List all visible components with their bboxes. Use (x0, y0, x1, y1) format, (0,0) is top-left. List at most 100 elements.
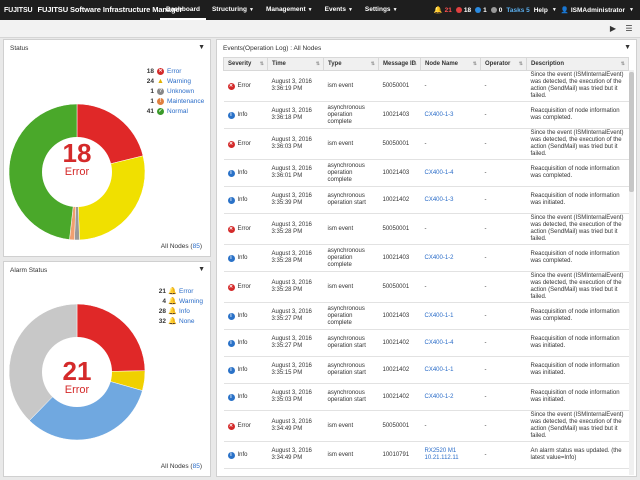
info-icon: i (227, 169, 235, 177)
description-cell: Reacquisition of node information was in… (526, 383, 629, 411)
status-title: Status (10, 45, 29, 52)
table-row[interactable]: i Info August 3, 2016 3:36:18 PM asynchrono… (223, 101, 629, 129)
node-name-cell[interactable]: CX400-1-3 (420, 101, 481, 129)
info-icon: i (227, 366, 235, 374)
node-name-cell[interactable]: CX400-1-4 (420, 159, 481, 187)
severity-cell: i Info (223, 302, 268, 330)
column-header[interactable]: Time ⇅ (267, 57, 324, 71)
info-alarm-count[interactable]: 1 (475, 7, 487, 14)
table-row[interactable]: i Info August 3, 2016 3:35:39 PM asynchrono… (223, 186, 629, 214)
time-cell: August 3, 2016 3:34:49 PM (267, 441, 324, 469)
alarm-all-nodes: All Nodes (85) (160, 463, 202, 470)
all-nodes-link[interactable]: 85 (192, 243, 200, 250)
node-name-cell[interactable]: CX400-1-2 (420, 244, 481, 272)
help-menu[interactable]: Help ▼ (533, 6, 557, 14)
sort-icon: ⇅ (315, 61, 320, 67)
legend-maintenance: 1 ! Maintenance (150, 97, 205, 105)
nav-structuring[interactable]: Structuring ▼ (211, 6, 254, 13)
filter-icon[interactable]: ▼ (198, 266, 205, 273)
type-cell: asynchronous operation complete (323, 244, 379, 272)
error-alarm-count[interactable]: 🔔 21 (433, 6, 452, 15)
column-header[interactable]: Description ⇅ (526, 57, 629, 71)
dashboard-toolbar: ▶ ☰ (0, 20, 640, 38)
column-header[interactable]: Type ⇅ (323, 57, 379, 71)
filter-icon[interactable]: ▼ (624, 44, 631, 51)
type-cell: ism event (323, 271, 379, 303)
filter-icon[interactable]: ▼ (198, 44, 205, 51)
node-name-cell[interactable]: CX400-1-1 (420, 356, 481, 384)
node-name-cell: - (420, 213, 481, 245)
description-cell: Reacquisition of node information was in… (526, 329, 629, 357)
column-header[interactable]: Operator ⇅ (480, 57, 527, 71)
warning-icon: ▲ (157, 77, 164, 85)
column-header[interactable]: Severity ⇅ (223, 57, 268, 71)
table-row[interactable]: i Info August 3, 2016 3:35:28 PM asynchrono… (223, 244, 629, 272)
description-cell: Since the event (ISMInternalEvent) was d… (526, 271, 629, 303)
table-row[interactable]: ✕ Error August 3, 2016 3:36:19 PM ism event… (223, 70, 629, 102)
table-row[interactable]: i Info August 3, 2016 3:34:49 PM ism event 1… (223, 441, 629, 469)
type-cell: asynchronous operation complete (323, 101, 379, 129)
events-panel: Events(Operation Log) : All Nodes ▼ Seve… (216, 39, 637, 477)
type-cell: asynchronous operation start (323, 383, 379, 411)
sort-icon: ⇅ (259, 61, 264, 67)
time-cell: August 3, 2016 3:36:18 PM (267, 101, 324, 129)
scroll-thumb[interactable] (629, 72, 634, 192)
table-row[interactable]: ✕ Error August 3, 2016 3:35:28 PM ism event… (223, 213, 629, 245)
node-name-cell[interactable]: CX400-1-4 (420, 329, 481, 357)
chevron-down-icon: ▼ (392, 7, 398, 13)
warning-alarm-count[interactable]: 18 (455, 7, 471, 14)
table-row[interactable]: i Info August 3, 2016 3:35:27 PM asynchrono… (223, 329, 629, 357)
table-row[interactable]: i Info August 3, 2016 3:35:27 PM asynchrono… (223, 302, 629, 330)
time-cell: August 3, 2016 3:35:28 PM (267, 271, 324, 303)
description-cell: Since the event (ISMInternalEvent) was d… (526, 213, 629, 245)
events-scrollbar[interactable] (629, 70, 634, 475)
all-nodes-link[interactable]: 85 (192, 463, 200, 470)
table-row[interactable]: ✕ Error August 3, 2016 3:34:49 PM ism event… (223, 410, 629, 442)
column-header[interactable]: Message ID ⇅ (378, 57, 421, 71)
message-id-cell: 50050001 (378, 213, 421, 245)
message-id-cell: 50050001 (378, 70, 421, 102)
table-row[interactable]: i Info August 3, 2016 3:36:01 PM asynchrono… (223, 159, 629, 187)
operator-cell: - (480, 128, 527, 160)
legend-unknown: 1 ? Unknown (150, 87, 195, 95)
operator-cell: - (480, 186, 527, 214)
node-name-cell[interactable]: CX400-1-3 (420, 186, 481, 214)
severity-cell: i Info (223, 186, 268, 214)
nav-management[interactable]: Management ▼ (265, 6, 313, 13)
check-icon: ✓ (157, 107, 164, 115)
severity-cell: i Info (223, 329, 268, 357)
alarm-donut (8, 303, 146, 441)
nav-events[interactable]: Events ▼ (324, 6, 353, 13)
info-icon: i (227, 393, 235, 401)
table-row[interactable]: ✕ Error August 3, 2016 3:35:28 PM ism event… (223, 271, 629, 303)
node-name-cell[interactable]: RX2520 M1 10.21.112.11 (420, 441, 481, 469)
alarm-legend: 21 🔔 Error 4 🔔 Warning 28 🔔 Info 32 🔔 No… (154, 286, 203, 326)
message-id-cell: 10021402 (378, 186, 421, 214)
alarm-slice-none[interactable] (8, 303, 78, 421)
node-name-cell[interactable]: CX400-1-1 (420, 302, 481, 330)
menu-icon[interactable]: ☰ (625, 24, 633, 33)
operator-cell: - (480, 329, 527, 357)
message-id-cell: 10021402 (378, 356, 421, 384)
alarm-slice-info[interactable] (29, 371, 143, 441)
table-row[interactable]: ✕ Error August 3, 2016 3:36:03 PM ism event… (223, 128, 629, 160)
nav-dashboard[interactable]: Dashboard (160, 0, 206, 20)
time-cell: August 3, 2016 3:34:49 PM (267, 410, 324, 442)
type-cell: asynchronous operation complete (323, 159, 379, 187)
node-name-cell[interactable]: CX400-1-2 (420, 383, 481, 411)
operator-cell: - (480, 70, 527, 102)
donut-hole (42, 137, 112, 207)
table-row[interactable]: i Info August 3, 2016 3:35:15 PM asynchrono… (223, 356, 629, 384)
table-row[interactable]: i Info August 3, 2016 3:35:03 PM asynchrono… (223, 383, 629, 411)
user-menu[interactable]: 👤 ISMAdministrator ▼ (560, 6, 634, 15)
tasks-link[interactable]: Tasks 5 (506, 6, 530, 14)
nav-settings[interactable]: Settings ▼ (364, 6, 398, 13)
type-cell: ism event (323, 441, 379, 469)
severity-cell: i Info (223, 356, 268, 384)
message-id-cell: 10021402 (378, 329, 421, 357)
unknown-alarm-count[interactable]: 0 (490, 7, 502, 14)
column-header[interactable]: Node Name ⇅ (420, 57, 481, 71)
operator-cell: - (480, 302, 527, 330)
info-icon: i (227, 451, 235, 459)
play-icon[interactable]: ▶ (609, 24, 617, 33)
